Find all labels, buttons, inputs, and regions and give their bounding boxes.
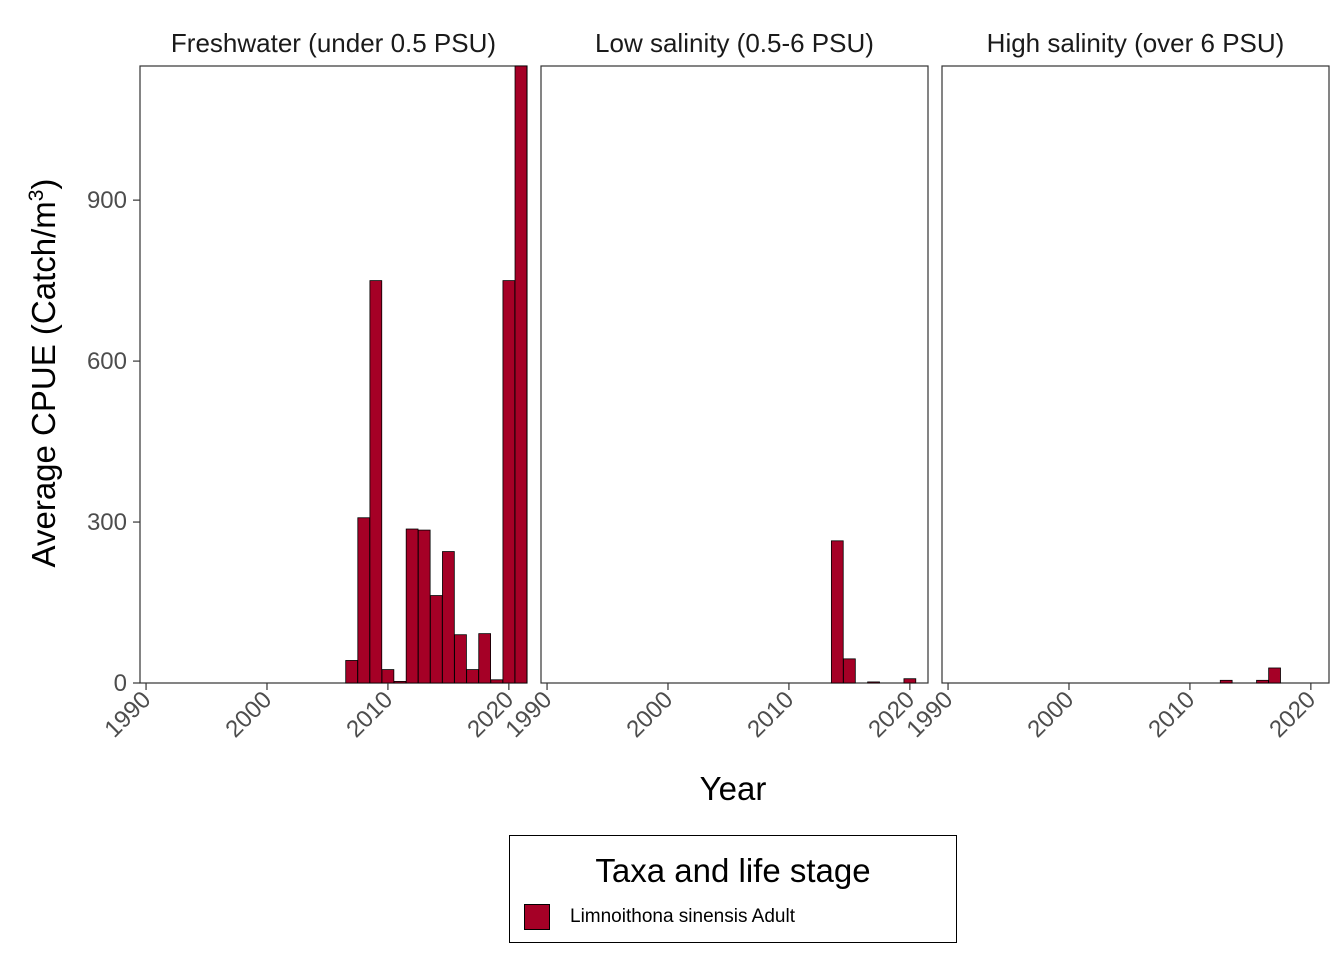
y-axis-title: Average CPUE (Catch/m3) bbox=[25, 179, 62, 568]
bar bbox=[478, 633, 491, 684]
x-tick-label: 2010 bbox=[1143, 686, 1200, 743]
legend: Taxa and life stage Limnoithona sinensis… bbox=[509, 835, 957, 943]
bar bbox=[1219, 679, 1233, 684]
bar bbox=[417, 529, 431, 684]
y-tick-label: 900 bbox=[87, 187, 127, 214]
x-tick-label: 2020 bbox=[1264, 686, 1321, 743]
x-tick-label: 2010 bbox=[341, 686, 398, 743]
bar bbox=[867, 681, 880, 684]
panel-title: High salinity (over 6 PSU) bbox=[987, 28, 1285, 58]
bar bbox=[466, 669, 479, 684]
bar bbox=[345, 660, 358, 684]
bar bbox=[1256, 679, 1269, 684]
bar bbox=[502, 280, 516, 684]
bar bbox=[405, 528, 419, 684]
x-tick-label: 1990 bbox=[901, 686, 958, 743]
bar bbox=[514, 65, 528, 684]
x-tick-label: 2010 bbox=[742, 686, 799, 743]
y-tick-label: 600 bbox=[87, 348, 127, 375]
bar bbox=[429, 595, 443, 684]
x-axis-title: Year bbox=[700, 770, 767, 807]
x-tick-label: 2000 bbox=[621, 686, 678, 743]
y-axis-title-main: Average CPUE (Catch/m bbox=[25, 201, 62, 567]
y-axis-title-close: ) bbox=[25, 179, 62, 190]
legend-item: Limnoithona sinensis Adult bbox=[524, 904, 795, 930]
bar bbox=[442, 551, 455, 684]
bar bbox=[903, 678, 917, 684]
bar bbox=[830, 540, 844, 684]
bar bbox=[357, 517, 371, 684]
bar bbox=[1268, 667, 1281, 684]
bar bbox=[393, 680, 407, 684]
x-tick-label: 2000 bbox=[220, 686, 277, 743]
bar bbox=[454, 634, 467, 684]
legend-label: Limnoithona sinensis Adult bbox=[570, 906, 795, 927]
bar bbox=[490, 679, 504, 684]
panel-frame bbox=[540, 65, 929, 684]
y-tick-label: 0 bbox=[114, 670, 127, 697]
x-tick-label: 2000 bbox=[1022, 686, 1079, 743]
panels-group: 0 300 600 900 Freshwater (under 0.5 PSU) 1990… bbox=[87, 28, 1330, 743]
panel-frame bbox=[941, 65, 1330, 684]
panel-title: Freshwater (under 0.5 PSU) bbox=[171, 28, 496, 58]
x-tick-label: 1990 bbox=[500, 686, 557, 743]
y-tick-label: 300 bbox=[87, 509, 127, 536]
bar bbox=[369, 280, 383, 684]
bar bbox=[381, 669, 395, 684]
panel-title: Low salinity (0.5-6 PSU) bbox=[595, 28, 874, 58]
bar bbox=[843, 658, 856, 684]
y-axis-title-superscript: 3 bbox=[25, 190, 48, 202]
legend-title: Taxa and life stage bbox=[595, 852, 871, 889]
panel-frame bbox=[139, 65, 528, 684]
legend-swatch bbox=[524, 904, 550, 930]
x-tick-label: 1990 bbox=[99, 686, 156, 743]
